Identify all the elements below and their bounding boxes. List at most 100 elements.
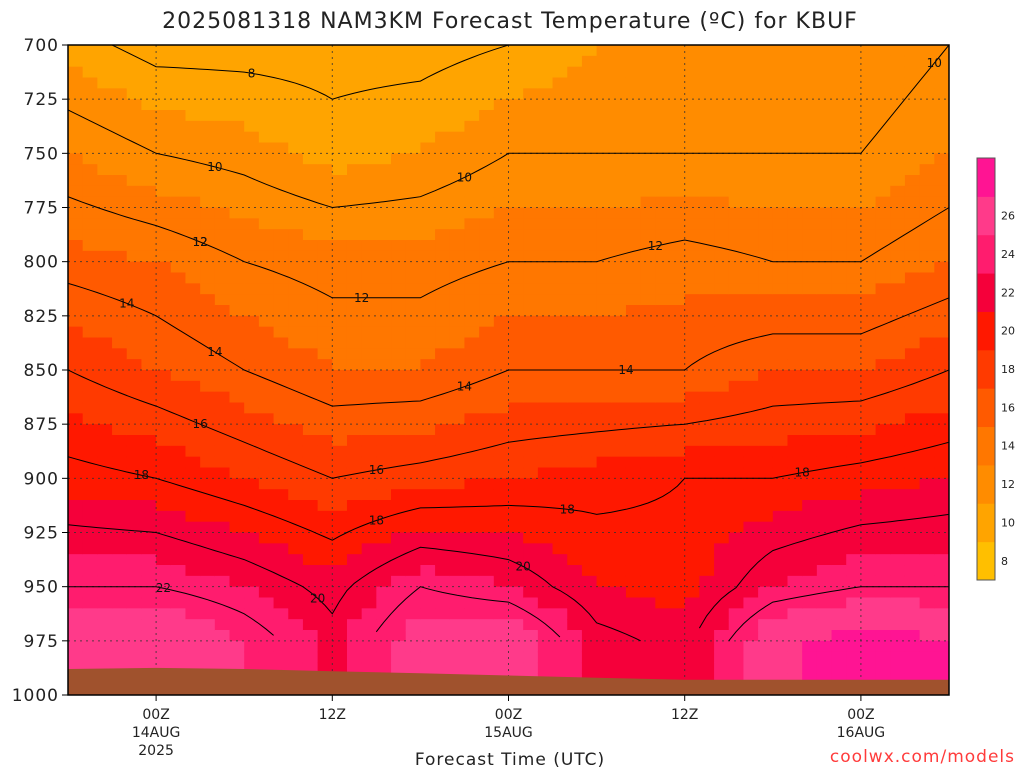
temperature-cell	[567, 554, 583, 566]
temperature-cell	[508, 294, 524, 306]
temperature-cell	[816, 272, 833, 284]
temperature-cell	[332, 597, 348, 609]
temperature-cell	[567, 283, 583, 295]
temperature-cell	[787, 283, 803, 295]
temperature-cell	[258, 489, 275, 501]
colorbar-label: 8	[1001, 555, 1008, 568]
temperature-cell	[302, 283, 319, 295]
temperature-cell	[787, 250, 803, 263]
temperature-cell	[420, 402, 436, 414]
chart-title: 2025081318 NAM3KM Forecast Temperature (…	[162, 9, 858, 34]
temperature-cell	[758, 565, 774, 577]
temperature-cell	[156, 619, 172, 631]
temperature-cell	[464, 196, 480, 209]
temperature-cell	[97, 478, 113, 490]
temperature-cell	[581, 45, 598, 57]
temperature-cell	[567, 543, 583, 555]
temperature-cell	[376, 586, 392, 599]
temperature-cell	[112, 500, 128, 512]
temperature-cell	[860, 673, 877, 685]
temperature-cell	[112, 337, 128, 349]
temperature-cell	[523, 413, 539, 425]
temperature-cell	[611, 185, 627, 198]
temperature-cell	[391, 55, 407, 68]
temperature-cell	[816, 445, 833, 458]
temperature-cell	[537, 662, 554, 674]
temperature-cell	[361, 337, 377, 349]
temperature-cell	[728, 500, 745, 512]
temperature-cell	[464, 283, 480, 295]
temperature-cell	[831, 391, 847, 404]
temperature-cell	[112, 66, 128, 79]
temperature-cell	[802, 640, 818, 653]
temperature-cell	[170, 413, 187, 425]
temperature-cell	[508, 261, 524, 274]
temperature-cell	[126, 608, 143, 620]
temperature-cell	[772, 370, 789, 382]
temperature-cell	[258, 218, 275, 230]
temperature-cell	[537, 175, 554, 187]
temperature-cell	[655, 543, 671, 555]
temperature-cell	[787, 348, 803, 360]
temperature-cell	[82, 554, 98, 566]
temperature-cell	[185, 153, 201, 165]
temperature-cell	[567, 250, 583, 263]
temperature-cell	[391, 370, 407, 382]
temperature-cell	[537, 164, 554, 176]
temperature-cell	[200, 175, 216, 187]
temperature-cell	[376, 315, 392, 328]
temperature-cell	[537, 120, 554, 133]
temperature-cell	[141, 45, 157, 57]
temperature-cell	[214, 467, 231, 479]
temperature-cell	[332, 500, 348, 512]
temperature-cell	[229, 630, 245, 642]
temperature-cell	[655, 99, 671, 111]
temperature-cell	[860, 120, 877, 133]
temperature-cell	[68, 348, 84, 360]
temperature-cell	[141, 77, 157, 89]
temperature-cell	[758, 662, 774, 674]
temperature-cell	[361, 445, 377, 458]
temperature-cell	[97, 467, 113, 479]
temperature-cell	[611, 456, 627, 469]
temperature-cell	[493, 218, 510, 230]
temperature-cell	[552, 424, 568, 436]
temperature-cell	[816, 196, 833, 209]
temperature-cell	[97, 305, 113, 317]
temperature-cell	[332, 565, 348, 577]
temperature-cell	[714, 99, 730, 111]
temperature-cell	[596, 435, 612, 447]
temperature-cell	[244, 348, 260, 360]
temperature-cell	[904, 326, 921, 339]
temperature-cell	[479, 478, 495, 490]
temperature-cell	[229, 153, 245, 165]
credit-text[interactable]: coolwx.com/models	[830, 747, 1015, 767]
temperature-cell	[258, 240, 275, 252]
temperature-cell	[567, 575, 583, 588]
temperature-cell	[684, 66, 700, 79]
temperature-cell	[743, 110, 759, 122]
temperature-cell	[273, 478, 289, 490]
temperature-cell	[376, 337, 392, 349]
temperature-cell	[772, 315, 789, 328]
temperature-cell	[391, 467, 407, 479]
temperature-cell	[611, 630, 627, 642]
temperature-cell	[728, 120, 745, 133]
temperature-cell	[714, 175, 730, 187]
temperature-cell	[684, 326, 700, 339]
temperature-cell	[670, 543, 686, 555]
temperature-cell	[332, 435, 348, 447]
temperature-cell	[596, 142, 612, 154]
credit-link[interactable]: coolwx.com/models	[830, 747, 1015, 767]
temperature-cell	[479, 370, 495, 382]
temperature-cell	[537, 88, 554, 100]
temperature-cell	[82, 640, 98, 653]
y-tick-label: 875	[24, 415, 59, 435]
temperature-cell	[552, 55, 568, 68]
temperature-cell	[288, 413, 304, 425]
plot-area: 8101010121212121414141416161818181820202…	[67, 44, 950, 696]
temperature-cell	[479, 348, 495, 360]
temperature-cell	[816, 315, 833, 328]
temperature-cell	[890, 456, 906, 469]
temperature-cell	[670, 272, 686, 284]
